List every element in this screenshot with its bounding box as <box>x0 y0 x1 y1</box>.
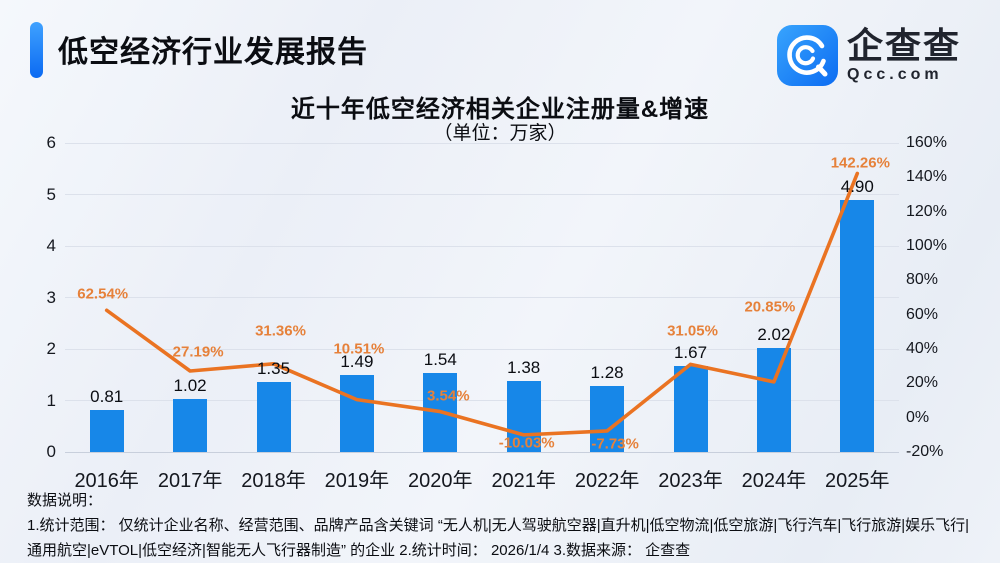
y-axis-tick-right: -20% <box>906 443 944 460</box>
y-axis-tick-right: 60% <box>906 305 939 323</box>
growth-rate-label: 3.54% <box>427 387 470 405</box>
y-axis-tick-left: 3 <box>46 287 56 307</box>
bar-value-label: 1.38 <box>507 357 541 377</box>
data-note-line1: 1.统计范围： 仅统计企业名称、经营范围、品牌产品含关键词 “无人机|无人驾驶航… <box>27 517 970 534</box>
qcc-logo-text: 企查查 Qcc.com <box>847 24 962 85</box>
bar <box>673 365 708 452</box>
growth-rate-label: -7.73% <box>591 435 639 453</box>
qcc-logo-domain: Qcc.com <box>847 66 943 84</box>
bar-value-label: 2.02 <box>757 324 791 344</box>
y-axis-tick-right: 140% <box>906 168 947 186</box>
gridline <box>65 245 899 247</box>
bar-value-label: 1.28 <box>590 363 624 383</box>
bar <box>756 347 791 452</box>
y-axis-tick-left: 5 <box>46 184 56 204</box>
bar-value-label: 4.90 <box>840 176 874 196</box>
growth-rate-label: 27.19% <box>172 343 224 361</box>
bar <box>423 372 458 452</box>
qcc-logo-name: 企查查 <box>847 24 962 66</box>
qcc-logo: 企查查 Qcc.com <box>777 25 961 86</box>
y-axis-tick-left: 4 <box>46 236 56 255</box>
y-axis-tick-right: 100% <box>906 237 947 254</box>
gridline <box>65 142 899 144</box>
growth-rate-label: -10.03% <box>498 434 555 452</box>
y-axis-tick-left: 2 <box>46 339 56 358</box>
y-axis-tick-right: 80% <box>906 271 939 289</box>
growth-rate-label: 142.26% <box>830 154 890 172</box>
x-axis-label: 2018年 <box>241 470 306 492</box>
x-axis-label: 2023年 <box>658 470 723 492</box>
x-axis-label: 2025年 <box>825 470 890 492</box>
data-note-label: 数据说明： <box>27 492 103 509</box>
chart-subtitle: （单位：万家） <box>433 123 567 144</box>
y-axis-tick-right: 120% <box>906 202 947 220</box>
y-axis-tick-left: 0 <box>46 442 56 461</box>
bar-value-label: 1.54 <box>423 349 457 369</box>
gridline <box>65 451 899 453</box>
x-axis-label: 2020年 <box>408 470 473 492</box>
y-axis-tick-left: 1 <box>46 390 56 410</box>
page-title: 低空经济行业发展报告 <box>58 36 368 69</box>
x-axis-label: 2022年 <box>574 470 640 492</box>
growth-rate-label: 62.54% <box>77 285 129 303</box>
growth-rate-label: 31.36% <box>255 322 306 340</box>
y-axis-tick-right: 160% <box>906 134 947 151</box>
qcc-logo-icon <box>777 25 838 86</box>
x-axis-label: 2024年 <box>741 470 807 492</box>
x-axis-label: 2016年 <box>74 470 139 492</box>
y-axis-tick-right: 0% <box>906 408 930 426</box>
growth-rate-label: 31.05% <box>667 322 718 340</box>
bar-value-label: 0.81 <box>90 387 124 407</box>
growth-rate-label: 20.85% <box>744 298 796 316</box>
bar-value-label: 1.02 <box>173 376 207 396</box>
data-note-line2: 通用航空|eVTOL|低空经济|智能无人飞行器制造” 的企业 2.统计时间： 2… <box>27 542 691 559</box>
y-axis-tick-right: 20% <box>906 374 939 392</box>
bar <box>339 375 374 452</box>
growth-rate-label: 10.51% <box>333 340 385 358</box>
bar-value-label: 1.35 <box>256 359 291 379</box>
chart-title: 近十年低空经济相关企业注册量&增速 <box>290 96 710 123</box>
bar <box>256 382 291 452</box>
x-axis-label: 2019年 <box>324 470 390 492</box>
magnifier-c-icon <box>787 35 828 77</box>
title-accent-bar <box>30 22 43 78</box>
y-axis-tick-left: 6 <box>46 133 56 152</box>
x-axis-label: 2021年 <box>491 470 556 492</box>
gridline <box>65 194 899 195</box>
bar <box>89 410 124 452</box>
bar <box>173 399 208 452</box>
bar <box>840 199 875 452</box>
y-axis-tick-right: 40% <box>906 340 939 357</box>
bar-value-label: 1.67 <box>673 342 708 362</box>
x-axis-label: 2017年 <box>157 470 223 492</box>
